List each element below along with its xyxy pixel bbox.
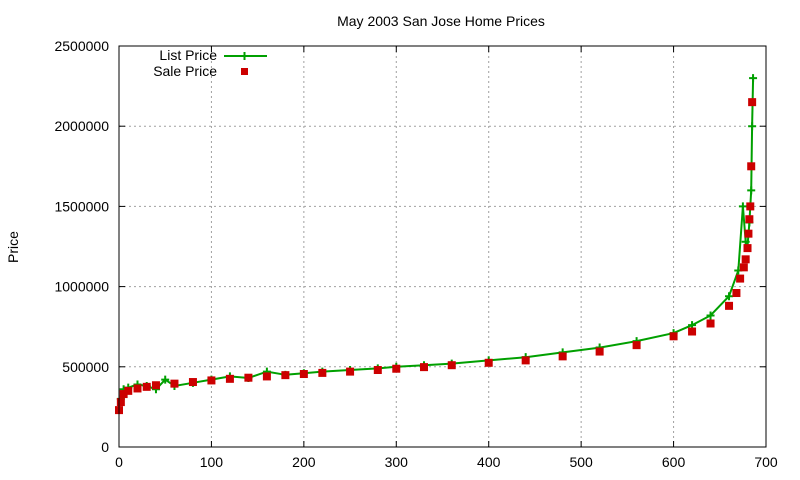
list-price-point [738,202,747,211]
y-tick-label: 2000000 [54,118,109,134]
x-tick-label: 100 [200,454,224,470]
sale-price-point [669,332,678,341]
y-tick-label: 2500000 [54,38,109,54]
y-axis-label: Price [5,231,21,263]
sale-price-point [188,378,197,387]
chart-title: May 2003 San Jose Home Prices [337,13,545,29]
x-tick-label: 600 [662,454,686,470]
sale-price-point [745,215,754,224]
sale-price-point [706,319,715,328]
sale-price-point [741,255,750,264]
sale-price-point [318,368,327,377]
sale-price-point [595,347,604,356]
sale-price-point [739,263,748,272]
sale-price-point [484,358,493,367]
sale-price-point [392,364,401,373]
x-tick-label: 700 [754,454,778,470]
sale-price-point [747,162,756,171]
x-tick-label: 0 [115,454,123,470]
x-tick-label: 300 [385,454,409,470]
list-price-point [706,311,715,320]
y-tick-label: 1000000 [54,279,109,295]
legend-label-sale-price: Sale Price [153,63,217,79]
sale-price-point [225,374,234,383]
list-price-point [725,292,734,301]
sale-price-point [170,379,179,388]
sale-price-point [447,361,456,370]
y-tick-label: 500000 [62,359,109,375]
x-tick-label: 400 [477,454,501,470]
sale-price-point [632,341,641,350]
sale-price-point [281,371,290,380]
sale-price-point [732,289,741,298]
grid [119,46,766,447]
sale-price-point [299,370,308,379]
list-price-point [748,122,757,131]
sale-price-point [420,363,429,372]
x-tick-label: 200 [292,454,316,470]
sale-price-point [346,367,355,376]
sale-price-point [521,356,530,365]
sale-price-point [262,372,271,381]
list-price-point [749,74,758,83]
legend-label-list-price: List Price [159,47,217,63]
sale-price-point [119,390,128,399]
x-tick-label: 500 [569,454,593,470]
legend-marker-list-price [240,52,249,60]
y-tick-label: 0 [101,439,109,455]
legend: List Price Sale Price [153,47,267,79]
sale-price-point [744,229,753,238]
sale-price-point [244,373,253,382]
sale-price-point [748,98,757,107]
sale-price-point [373,366,382,375]
sale-price-point [124,386,133,395]
list-price-point [747,186,756,195]
sale-price-point [743,244,752,253]
sale-price-point [736,274,745,283]
axis-ticks: 0 100 200 300 400 500 600 700 0 500000 1000000 1500… [54,38,777,470]
y-tick-label: 1500000 [54,198,109,214]
sale-price-point [151,381,160,390]
sale-price-point [746,202,755,211]
list-price-point [161,375,170,384]
list-price-line [118,78,755,409]
series-sale-price [115,98,757,415]
sale-price-point [142,382,151,391]
legend-marker-sale-price [241,68,248,75]
sale-price-point [207,376,216,385]
sale-price-point [558,352,567,361]
sale-price-point [116,398,125,407]
sale-price-point [133,384,142,393]
sale-price-point [688,327,697,336]
plot-frame [118,45,767,448]
sale-price-point [725,301,734,310]
